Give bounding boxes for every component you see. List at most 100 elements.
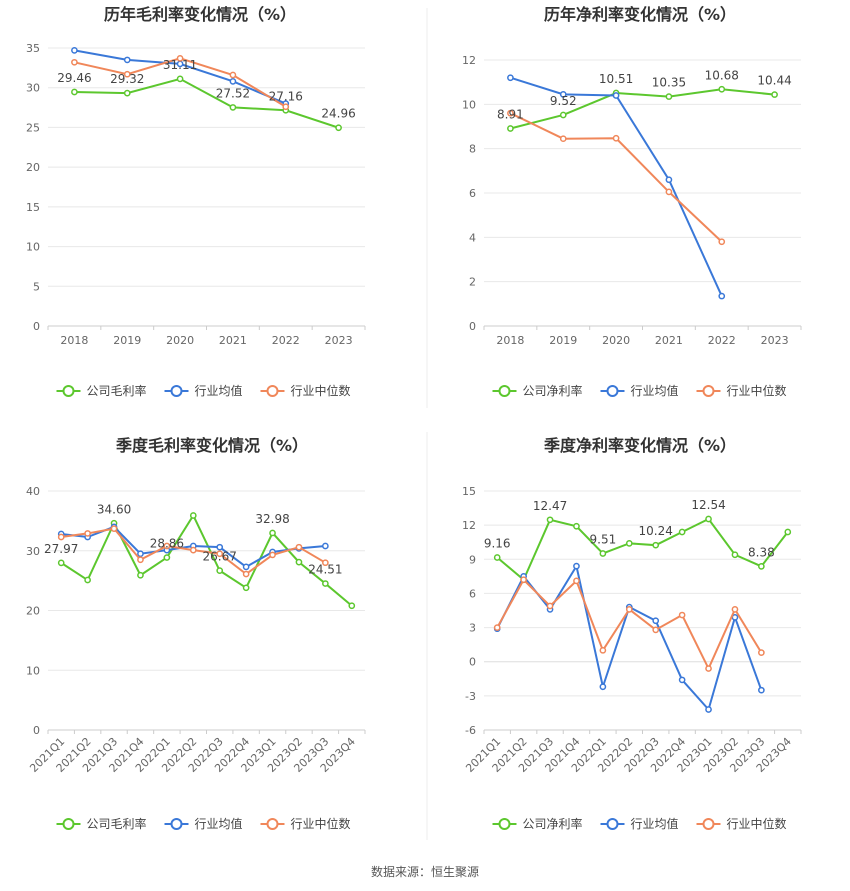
chart-panel-2: 历年净利率变化情况（%） 0 2 4 6 8 10 12 2018 2019 2020 2021 202… bbox=[462, 5, 802, 398]
data-point-industry_avg bbox=[559, 91, 567, 98]
legend-label: 公司毛利率 bbox=[87, 816, 147, 831]
y-tick-label: 0 bbox=[33, 724, 40, 737]
data-point-company bbox=[229, 104, 237, 111]
data-label: 27.97 bbox=[44, 542, 78, 556]
data-point-industry_median bbox=[705, 665, 712, 672]
data-point-company bbox=[269, 529, 276, 537]
data-label: 29.32 bbox=[110, 72, 144, 86]
data-point-industry_avg bbox=[123, 56, 131, 64]
y-tick-label: 9 bbox=[469, 553, 476, 566]
data-point-industry_avg bbox=[242, 563, 250, 571]
x-tick-label: 2023 bbox=[325, 334, 353, 347]
data-point-company bbox=[559, 111, 567, 119]
legend-swatch-marker bbox=[498, 818, 511, 830]
data-label: 10.68 bbox=[705, 68, 739, 82]
data-point-industry_median bbox=[295, 543, 303, 551]
x-tick-label: 2022 bbox=[708, 334, 736, 347]
data-label: 9.51 bbox=[590, 532, 617, 546]
legend-item-company: 公司净利率 bbox=[492, 816, 583, 831]
data-point-industry_median bbox=[758, 649, 765, 656]
data-point-industry_median bbox=[216, 550, 224, 558]
data-point-industry_median bbox=[559, 135, 567, 143]
data-point-industry_median bbox=[71, 58, 78, 66]
data-point-industry_avg bbox=[705, 706, 712, 713]
y-tick-label: 10 bbox=[26, 664, 40, 677]
y-tick-label: 0 bbox=[33, 320, 40, 333]
legend-item-company: 公司净利率 bbox=[492, 383, 583, 398]
data-point-industry_avg bbox=[137, 550, 144, 558]
legend-item-industry_avg: 行业均值 bbox=[164, 816, 243, 831]
data-point-industry_median bbox=[176, 54, 184, 62]
data-point-industry_median bbox=[731, 606, 739, 613]
data-point-company bbox=[71, 88, 78, 96]
legend-item-industry_avg: 行业均值 bbox=[164, 383, 243, 398]
data-label: 26.67 bbox=[203, 550, 237, 564]
data-label: 9.52 bbox=[550, 94, 577, 108]
data-point-industry_median bbox=[57, 533, 65, 541]
data-point-industry_avg bbox=[71, 47, 78, 54]
data-point-company bbox=[322, 580, 329, 587]
data-point-company bbox=[493, 554, 501, 561]
data-point-company bbox=[678, 528, 686, 536]
data-point-industry_median bbox=[163, 542, 171, 550]
data-label: 12.47 bbox=[533, 499, 567, 513]
legend-swatch-marker bbox=[606, 385, 619, 397]
data-point-industry_median bbox=[625, 606, 633, 613]
data-point-company bbox=[731, 551, 739, 559]
data-label: 9.16 bbox=[484, 536, 511, 550]
data-point-industry_avg bbox=[216, 543, 224, 551]
data-point-company bbox=[123, 89, 131, 97]
y-tick-label: 12 bbox=[462, 54, 476, 67]
data-point-company bbox=[625, 540, 633, 547]
data-point-industry_avg bbox=[612, 92, 620, 99]
chart-title: 季度净利率变化情况（%） bbox=[543, 436, 736, 455]
legend-swatch-marker bbox=[702, 385, 715, 397]
legend-swatch-marker bbox=[170, 385, 183, 397]
legend-swatch-marker bbox=[62, 385, 75, 397]
data-point-industry_median bbox=[110, 525, 118, 532]
data-label: 31.11 bbox=[163, 58, 197, 72]
data-point-company bbox=[652, 541, 660, 549]
data-point-industry_median bbox=[652, 626, 660, 634]
data-label: 24.96 bbox=[321, 107, 355, 121]
data-point-industry_median bbox=[242, 570, 250, 578]
x-tick-label: 2023 bbox=[761, 334, 789, 347]
data-point-company bbox=[348, 602, 356, 610]
data-point-industry_median bbox=[123, 70, 131, 78]
data-point-industry_avg bbox=[507, 74, 514, 82]
data-label: 24.51 bbox=[308, 563, 342, 577]
y-tick-label: 0 bbox=[469, 656, 476, 669]
x-tick-label: 2022 bbox=[272, 334, 300, 347]
legend-label: 行业均值 bbox=[631, 816, 679, 831]
series-line-company bbox=[496, 517, 789, 582]
x-tick-label: 2018 bbox=[60, 334, 88, 347]
data-point-industry_median bbox=[507, 109, 514, 117]
legend-swatch-marker bbox=[266, 818, 279, 830]
legend-item-industry_median: 行业中位数 bbox=[260, 383, 351, 398]
legend-label: 行业均值 bbox=[195, 383, 243, 398]
data-point-industry_avg bbox=[573, 562, 580, 570]
y-tick-label: 15 bbox=[26, 201, 40, 214]
data-point-company bbox=[573, 522, 580, 530]
legend-label: 公司净利率 bbox=[523, 816, 583, 831]
series-line-company bbox=[60, 513, 353, 607]
data-point-industry_median bbox=[678, 611, 686, 619]
legend-swatch-marker bbox=[702, 818, 715, 830]
legend-swatch-marker bbox=[62, 818, 75, 830]
y-tick-label: 10 bbox=[462, 98, 476, 111]
data-label: 32.98 bbox=[255, 512, 289, 526]
x-tick-label: 2018 bbox=[496, 334, 524, 347]
data-point-company bbox=[718, 85, 726, 93]
data-point-company bbox=[335, 124, 342, 132]
data-point-industry_median bbox=[612, 134, 620, 142]
series-line-industry_median bbox=[509, 112, 723, 243]
y-tick-label: 6 bbox=[469, 587, 476, 600]
source-note: 数据来源：恒生聚源 bbox=[371, 864, 479, 879]
data-point-industry_avg bbox=[652, 617, 660, 625]
legend-item-industry_avg: 行业均值 bbox=[600, 383, 679, 398]
legend-label: 行业中位数 bbox=[727, 383, 787, 398]
data-label: 27.16 bbox=[269, 89, 303, 103]
x-tick-label: 2021 bbox=[655, 334, 683, 347]
data-point-company bbox=[546, 516, 554, 524]
y-tick-label: 6 bbox=[469, 187, 476, 200]
